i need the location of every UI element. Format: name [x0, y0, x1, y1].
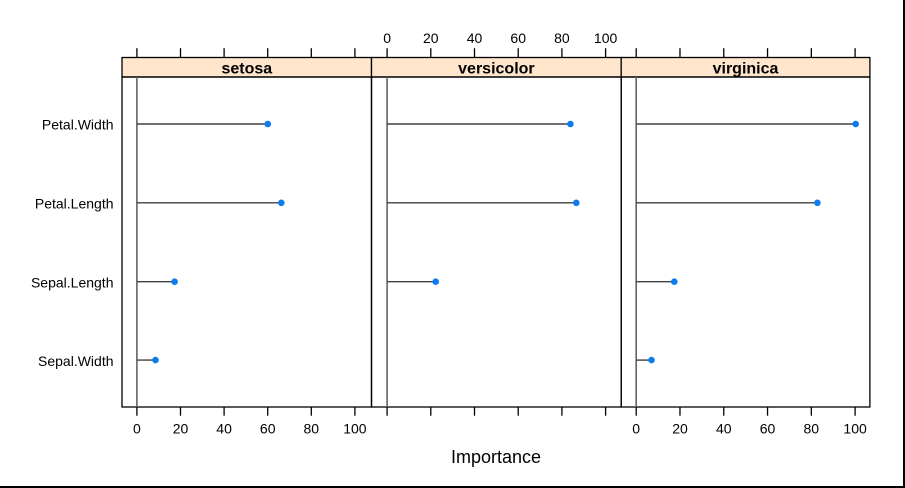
- svg-text:40: 40: [216, 421, 232, 437]
- svg-text:0: 0: [133, 421, 141, 437]
- svg-text:Sepal.Length: Sepal.Length: [31, 274, 114, 290]
- svg-text:40: 40: [467, 30, 483, 46]
- svg-text:80: 80: [554, 30, 570, 46]
- svg-text:Petal.Width: Petal.Width: [42, 117, 114, 133]
- svg-text:60: 60: [260, 421, 276, 437]
- svg-text:100: 100: [343, 421, 367, 437]
- svg-text:Petal.Length: Petal.Length: [35, 196, 114, 212]
- svg-text:0: 0: [383, 30, 391, 46]
- svg-text:0: 0: [632, 421, 640, 437]
- svg-text:80: 80: [304, 421, 320, 437]
- svg-text:100: 100: [843, 421, 867, 437]
- svg-text:20: 20: [423, 30, 439, 46]
- svg-text:40: 40: [716, 421, 732, 437]
- svg-text:20: 20: [672, 421, 688, 437]
- svg-text:20: 20: [173, 421, 189, 437]
- svg-text:100: 100: [594, 30, 618, 46]
- svg-text:60: 60: [760, 421, 776, 437]
- svg-text:setosa: setosa: [221, 61, 272, 78]
- svg-text:virginica: virginica: [713, 61, 779, 78]
- svg-text:Sepal.Width: Sepal.Width: [38, 353, 113, 369]
- svg-text:versicolor: versicolor: [458, 61, 534, 78]
- svg-text:60: 60: [510, 30, 526, 46]
- svg-text:Importance: Importance: [451, 447, 541, 467]
- svg-text:80: 80: [804, 421, 820, 437]
